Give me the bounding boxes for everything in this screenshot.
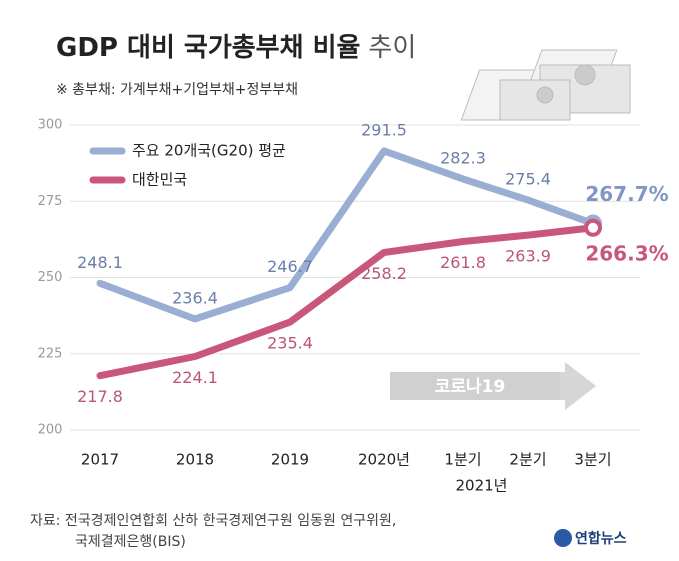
value-label: 236.4 xyxy=(172,288,218,307)
x-tick-label: 1분기 xyxy=(444,451,481,469)
value-label: 246.7 xyxy=(267,257,313,276)
money-illustration xyxy=(460,49,631,121)
legend-label: 주요 20개국(G20) 평균 xyxy=(132,142,286,160)
value-label: 217.8 xyxy=(77,387,123,406)
legend-label: 대한민국 xyxy=(132,171,187,189)
covid-arrow xyxy=(390,362,596,410)
source: 자료: 전국경제인연합회 산하 한국경제연구원 임동원 연구위원, xyxy=(30,513,396,529)
x-tick-label: 2019 xyxy=(271,451,309,469)
value-label: 235.4 xyxy=(267,334,313,353)
value-label: 291.5 xyxy=(361,120,407,139)
y-tick-label: 300 xyxy=(38,118,63,133)
y-tick-label: 225 xyxy=(38,346,63,361)
value-label: 224.1 xyxy=(172,368,218,387)
source: 국제결제은행(BIS) xyxy=(75,534,186,550)
value-label: 258.2 xyxy=(361,264,407,283)
x-tick-label: 2018 xyxy=(176,451,214,469)
x-tick-label: 2020년 xyxy=(358,451,410,469)
value-label: 263.9 xyxy=(505,247,551,266)
series-line xyxy=(96,224,597,380)
end-point xyxy=(584,218,602,237)
annotation: 코로나19 xyxy=(435,377,506,397)
value-label: 267.7% xyxy=(585,182,668,206)
y-tick-label: 250 xyxy=(38,270,63,285)
x-tick-label: 2017 xyxy=(81,451,119,469)
y-tick-label: 200 xyxy=(38,423,63,438)
chart-title: GDP 대비 국가총부채 비율 추이 xyxy=(56,33,416,63)
x-group-label: 2021년 xyxy=(456,477,508,495)
logo: 연합뉴스 xyxy=(575,530,627,547)
subtitle: ※ 총부채: 가계부채+기업부채+정부부채 xyxy=(56,82,298,98)
y-tick-label: 275 xyxy=(38,194,63,209)
series-line xyxy=(96,147,597,323)
value-label: 282.3 xyxy=(440,148,486,167)
title-main: GDP 대비 국가총부채 비율 xyxy=(56,33,360,63)
value-label: 275.4 xyxy=(505,170,551,189)
x-tick-label: 2분기 xyxy=(509,451,546,469)
title-light: 추이 xyxy=(368,33,416,63)
value-label: 261.8 xyxy=(440,253,486,272)
value-label: 266.3% xyxy=(585,241,668,265)
value-label: 248.1 xyxy=(77,253,123,272)
logo-icon xyxy=(554,529,572,547)
x-tick-label: 3분기 xyxy=(574,451,611,469)
